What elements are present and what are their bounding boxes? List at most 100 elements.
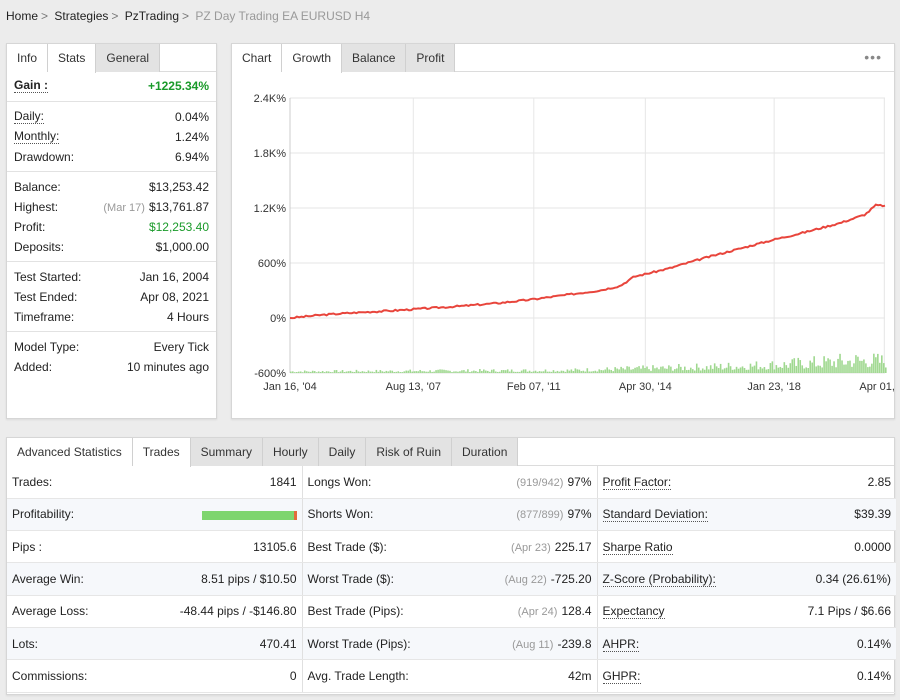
x-tick-label: Feb 07, '11 <box>507 381 561 393</box>
volume-bar <box>578 369 581 373</box>
deposits-row: Deposits: $1,000.00 <box>7 237 216 257</box>
volume-bar <box>580 371 583 373</box>
stat-label-text[interactable]: GHPR: <box>602 668 641 684</box>
stat-label: Avg. Trade Length: <box>302 659 482 693</box>
volume-bar <box>570 369 573 373</box>
growth-chart[interactable]: 2.4K% 1.8K% 1.2K% 600% 0% -600%Jan 16, '04 Aug… <box>232 73 894 418</box>
volume-bar <box>566 369 569 373</box>
daily-label[interactable]: Daily: <box>14 109 45 124</box>
monthly-label[interactable]: Monthly: <box>14 129 60 144</box>
volume-bar <box>556 370 559 373</box>
tab-growth[interactable]: Growth <box>282 44 343 73</box>
stat-label-text[interactable]: Expectancy <box>602 604 665 620</box>
volume-bar <box>811 362 813 373</box>
more-options-icon[interactable]: ••• <box>864 49 882 65</box>
volume-bar <box>865 363 867 373</box>
breadcrumb-pztrading[interactable]: PzTrading <box>124 9 180 23</box>
monthly-row: Monthly: 1.24% <box>7 127 216 147</box>
stat-label[interactable]: GHPR: <box>597 659 777 693</box>
stat-label-text[interactable]: Profit Factor: <box>602 474 672 490</box>
volume-bar <box>411 371 413 373</box>
stat-label[interactable]: Standard Deviation: <box>597 498 777 532</box>
tab-balance[interactable]: Balance <box>342 44 407 72</box>
stat-label[interactable]: Sharpe Ratio <box>597 530 777 564</box>
profit-value: $12,253.40 <box>148 220 209 234</box>
stat-label[interactable]: AHPR: <box>597 627 777 661</box>
stat-value: 0.14% <box>777 659 896 693</box>
table-row: Average Win: 8.51 pips / $10.50 Worst Trad… <box>7 562 896 596</box>
tab-general[interactable]: General <box>96 44 161 72</box>
stat-label-text[interactable]: AHPR: <box>602 636 640 652</box>
breadcrumb-current: PZ Day Trading EA EURUSD H4 <box>195 9 371 23</box>
volume-bar <box>751 366 754 373</box>
volume-bar <box>606 367 609 373</box>
tab-profit[interactable]: Profit <box>406 44 456 72</box>
stat-label[interactable]: Profit Factor: <box>597 466 777 499</box>
volume-bar <box>596 371 599 373</box>
stat-label: Lots: <box>7 627 157 661</box>
stat-label[interactable]: Expectancy <box>597 595 777 628</box>
volume-bar <box>371 371 374 373</box>
volume-bar <box>757 369 760 373</box>
volume-bar <box>309 371 312 373</box>
stat-note: (Apr 23) <box>511 541 551 554</box>
model-type-row: Model Type: Every Tick <box>7 337 216 357</box>
volume-bar <box>668 365 670 373</box>
tab-summary[interactable]: Summary <box>190 438 263 466</box>
stat-label-text[interactable]: Z-Score (Probability): <box>602 572 716 588</box>
stat-label-text[interactable]: Sharpe Ratio <box>602 539 673 555</box>
stat-label: Commissions: <box>7 659 157 693</box>
stat-value: (Aug 22) -725.20 <box>482 562 598 596</box>
volume-bar <box>315 372 318 373</box>
volume-bar <box>437 369 439 373</box>
tab-trades[interactable]: Trades <box>132 438 191 467</box>
volume-bar <box>807 368 809 373</box>
stat-label[interactable]: Z-Score (Probability): <box>597 562 777 596</box>
added-label: Added: <box>14 360 53 374</box>
volume-bar <box>427 371 429 373</box>
volume-bar <box>729 366 732 373</box>
stat-label: Worst Trade (Pips): <box>302 627 482 661</box>
tab-info[interactable]: Info <box>7 44 49 72</box>
volume-bar <box>367 370 370 373</box>
stat-value: (Aug 11) -239.8 <box>482 627 598 661</box>
stat-value: 470.41 <box>157 627 303 661</box>
volume-bar <box>725 367 728 373</box>
stat-label-text[interactable]: Standard Deviation: <box>602 507 708 523</box>
breadcrumb-separator: > <box>111 9 119 23</box>
table-row: Profitability: Shorts Won: (877/899) 97% Sta… <box>7 498 896 532</box>
volume-bar <box>290 371 292 373</box>
volume-bar <box>323 372 326 373</box>
y-tick-label: 1.8K% <box>254 148 287 160</box>
stat-value-text: 97% <box>567 474 592 489</box>
breadcrumb-home[interactable]: Home <box>6 9 39 23</box>
volume-bar <box>678 364 680 373</box>
tab-hourly[interactable]: Hourly <box>262 438 319 466</box>
test-ended-value: Apr 08, 2021 <box>140 290 209 304</box>
tab-chart[interactable]: Chart <box>232 44 283 72</box>
volume-bar <box>775 365 778 373</box>
tab-risk-of-ruin[interactable]: Risk of Ruin <box>366 438 453 466</box>
volume-bar <box>733 369 736 373</box>
volume-bar <box>827 358 829 373</box>
advanced-stats-table: Trades: 1841 Longs Won: (919/942) 97% Profit … <box>7 466 896 693</box>
volume-bar <box>558 371 561 373</box>
volume-bar <box>524 369 527 373</box>
volume-bar <box>538 371 541 373</box>
gain-label[interactable]: Gain : <box>14 78 49 93</box>
balance-row: Balance: $13,253.42 <box>7 177 216 197</box>
volume-bar <box>727 362 730 373</box>
volume-bar <box>588 371 591 373</box>
stat-label: Longs Won: <box>302 466 482 499</box>
table-row: Average Loss: -48.44 pips / -$146.80 Best … <box>7 595 896 628</box>
volume-bar <box>293 372 296 373</box>
breadcrumb-strategies[interactable]: Strategies <box>54 9 109 23</box>
volume-bar <box>676 368 678 373</box>
volume-bar <box>542 371 545 373</box>
volume-bar <box>650 370 652 373</box>
tab-duration[interactable]: Duration <box>452 438 519 466</box>
stat-value: 0.34 (26.61%) <box>777 562 896 596</box>
tab-daily[interactable]: Daily <box>318 438 367 466</box>
tab-stats[interactable]: Stats <box>48 44 97 73</box>
volume-bar <box>875 357 877 373</box>
